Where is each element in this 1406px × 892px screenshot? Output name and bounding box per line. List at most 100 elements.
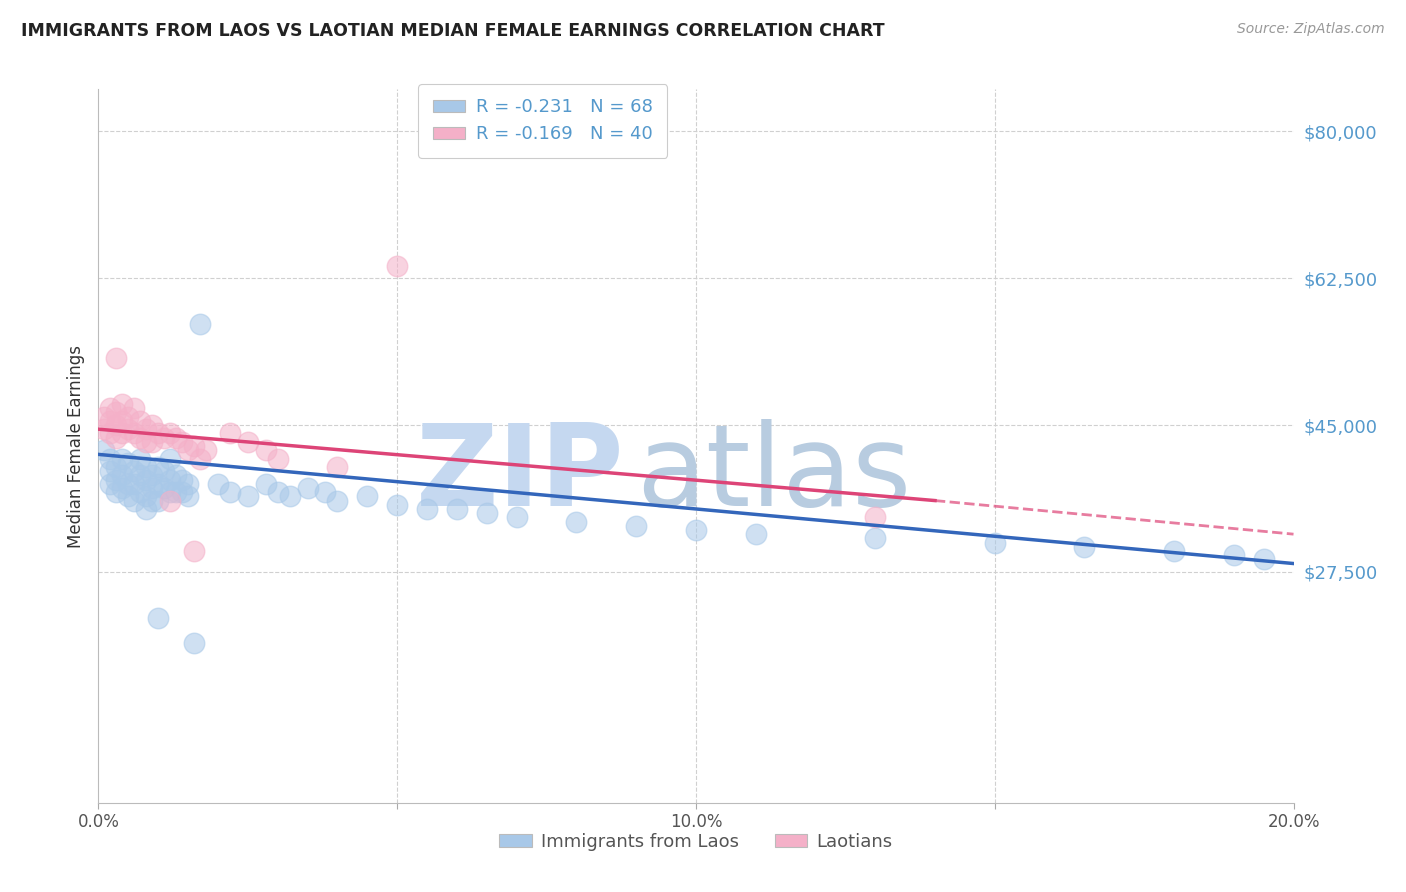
Point <box>117 476 139 491</box>
Point <box>159 485 181 500</box>
Point <box>98 451 122 466</box>
Point <box>159 451 181 466</box>
Point <box>153 431 176 445</box>
Point <box>135 502 157 516</box>
Point <box>356 489 378 503</box>
Point <box>117 456 139 470</box>
Point <box>124 476 146 491</box>
Point <box>506 510 529 524</box>
Point <box>135 473 157 487</box>
Point <box>135 460 157 475</box>
Point <box>124 493 146 508</box>
Point <box>984 535 1007 549</box>
Point <box>315 485 337 500</box>
Point <box>135 489 157 503</box>
Point <box>172 473 194 487</box>
Point <box>1223 548 1246 562</box>
Point <box>111 426 134 441</box>
Point <box>111 451 134 466</box>
Point <box>129 468 152 483</box>
Text: IMMIGRANTS FROM LAOS VS LAOTIAN MEDIAN FEMALE EARNINGS CORRELATION CHART: IMMIGRANTS FROM LAOS VS LAOTIAN MEDIAN F… <box>21 22 884 40</box>
Point <box>105 417 128 432</box>
Point <box>177 489 200 503</box>
Point <box>105 405 128 419</box>
Point <box>326 460 349 475</box>
Point <box>98 464 122 478</box>
Point <box>141 493 163 508</box>
Point <box>159 473 181 487</box>
Point <box>135 434 157 449</box>
Point <box>98 401 122 416</box>
Point <box>111 397 134 411</box>
Y-axis label: Median Female Earnings: Median Female Earnings <box>66 344 84 548</box>
Point <box>236 489 259 503</box>
Point <box>254 476 277 491</box>
Text: Source: ZipAtlas.com: Source: ZipAtlas.com <box>1237 22 1385 37</box>
Point <box>105 460 128 475</box>
Point <box>1073 540 1095 554</box>
Point <box>148 460 170 475</box>
Point <box>236 434 259 449</box>
Point <box>865 510 887 524</box>
Point <box>188 451 211 466</box>
Point <box>475 506 498 520</box>
Point <box>219 426 242 441</box>
Text: ZIP: ZIP <box>416 419 624 530</box>
Point <box>148 611 170 625</box>
Point <box>105 485 128 500</box>
Point <box>183 544 205 558</box>
Point <box>165 468 187 483</box>
Point <box>172 485 194 500</box>
Point <box>129 451 152 466</box>
Point <box>159 493 181 508</box>
Point <box>416 502 439 516</box>
Point <box>105 473 128 487</box>
Point <box>98 476 122 491</box>
Point <box>207 476 229 491</box>
Point <box>745 527 768 541</box>
Point <box>117 409 139 424</box>
Point <box>159 426 181 441</box>
Point <box>685 523 707 537</box>
Point <box>105 351 128 365</box>
Point <box>267 451 290 466</box>
Point <box>148 426 170 441</box>
Point <box>124 401 146 416</box>
Point <box>111 468 134 483</box>
Point <box>129 414 152 428</box>
Point <box>1253 552 1275 566</box>
Text: atlas: atlas <box>637 419 911 530</box>
Point <box>326 493 349 508</box>
Point <box>446 502 468 516</box>
Point <box>385 259 409 273</box>
Point <box>141 417 163 432</box>
Point <box>117 489 139 503</box>
Point <box>177 476 200 491</box>
Point <box>153 464 176 478</box>
Point <box>165 485 187 500</box>
Point <box>626 518 648 533</box>
Point <box>141 481 163 495</box>
Point <box>183 636 205 650</box>
Point <box>93 443 115 458</box>
Point <box>93 409 115 424</box>
Point <box>188 318 211 332</box>
Point <box>148 493 170 508</box>
Point <box>177 443 200 458</box>
Point <box>219 485 242 500</box>
Point <box>385 498 409 512</box>
Point <box>565 515 588 529</box>
Point <box>153 481 176 495</box>
Point <box>172 434 194 449</box>
Point <box>183 439 205 453</box>
Point <box>297 481 319 495</box>
Point <box>865 532 887 546</box>
Point <box>117 422 139 436</box>
Point <box>278 489 301 503</box>
Point <box>195 443 218 458</box>
Point <box>129 431 152 445</box>
Point <box>98 414 122 428</box>
Point <box>267 485 290 500</box>
Point <box>124 464 146 478</box>
Point <box>111 481 134 495</box>
